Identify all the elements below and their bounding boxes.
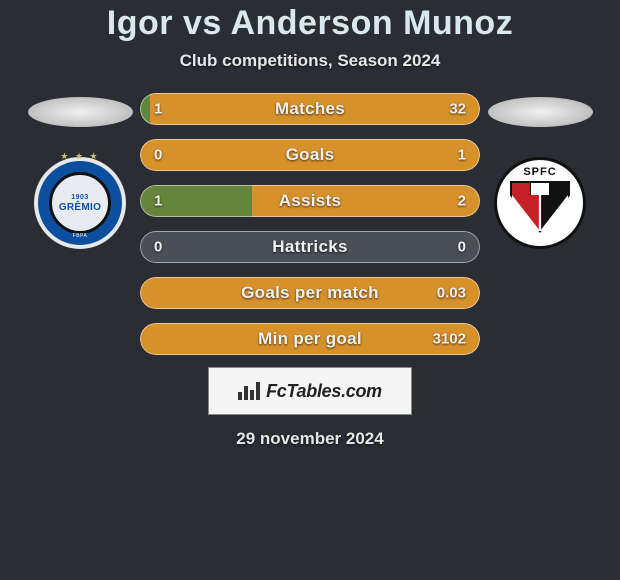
gremio-year: 1903 [71,194,89,201]
left-player-name-plate [28,97,133,127]
bar-chart-icon [238,382,260,400]
stat-value-right: 3102 [433,331,466,348]
right-player-column: SPFC [480,93,600,249]
spfc-label: SPFC [523,166,556,178]
stat-bar: 1 Matches 32 [140,93,480,125]
stat-label: Goals per match [241,283,379,303]
brand-text: FcTables.com [266,381,382,402]
stat-label: Assists [279,191,342,211]
stat-value-right: 0.03 [437,285,466,302]
stat-bar: Min per goal 3102 [140,323,480,355]
brand-watermark: FcTables.com [208,367,412,415]
left-club-badge: ★ ★ ★ 1903 GRÊMIO FBPA [34,157,126,249]
stat-label: Min per goal [258,329,362,349]
bar-fill-left [140,93,150,125]
stat-value-left: 0 [154,239,162,256]
stat-bars-column: 1 Matches 32 0 Goals 1 1 Assists 2 0 Hattricks 0 Goa… [140,93,480,355]
right-club-badge: SPFC [494,157,586,249]
comparison-infographic: Igor vs Anderson Munoz Club competitions… [0,0,620,580]
stat-value-right: 0 [458,239,466,256]
stat-value-right: 2 [458,193,466,210]
stat-bar: Goals per match 0.03 [140,277,480,309]
stat-value-right: 32 [449,101,466,118]
spfc-shield-icon [510,181,570,233]
left-player-column: ★ ★ ★ 1903 GRÊMIO FBPA [20,93,140,249]
stat-label: Goals [286,145,335,165]
stat-label: Hattricks [272,237,347,257]
main-row: ★ ★ ★ 1903 GRÊMIO FBPA 1 Matches 32 0 Goals 1… [0,93,620,355]
stat-value-left: 1 [154,193,162,210]
right-player-name-plate [488,97,593,127]
stat-bar: 0 Goals 1 [140,139,480,171]
footer-date: 29 november 2024 [236,429,383,449]
gremio-inner-disc: 1903 GRÊMIO [49,172,111,234]
gremio-bottom-text: FBPA [73,233,88,239]
stat-value-left: 0 [154,147,162,164]
stat-bar: 1 Assists 2 [140,185,480,217]
gremio-name: GRÊMIO [59,203,101,213]
page-title: Igor vs Anderson Munoz [107,4,513,43]
page-subtitle: Club competitions, Season 2024 [180,51,441,71]
stat-bar: 0 Hattricks 0 [140,231,480,263]
stat-value-left: 1 [154,101,162,118]
stat-value-right: 1 [458,147,466,164]
stat-label: Matches [275,99,345,119]
gremio-stars-icon: ★ ★ ★ [38,151,122,162]
